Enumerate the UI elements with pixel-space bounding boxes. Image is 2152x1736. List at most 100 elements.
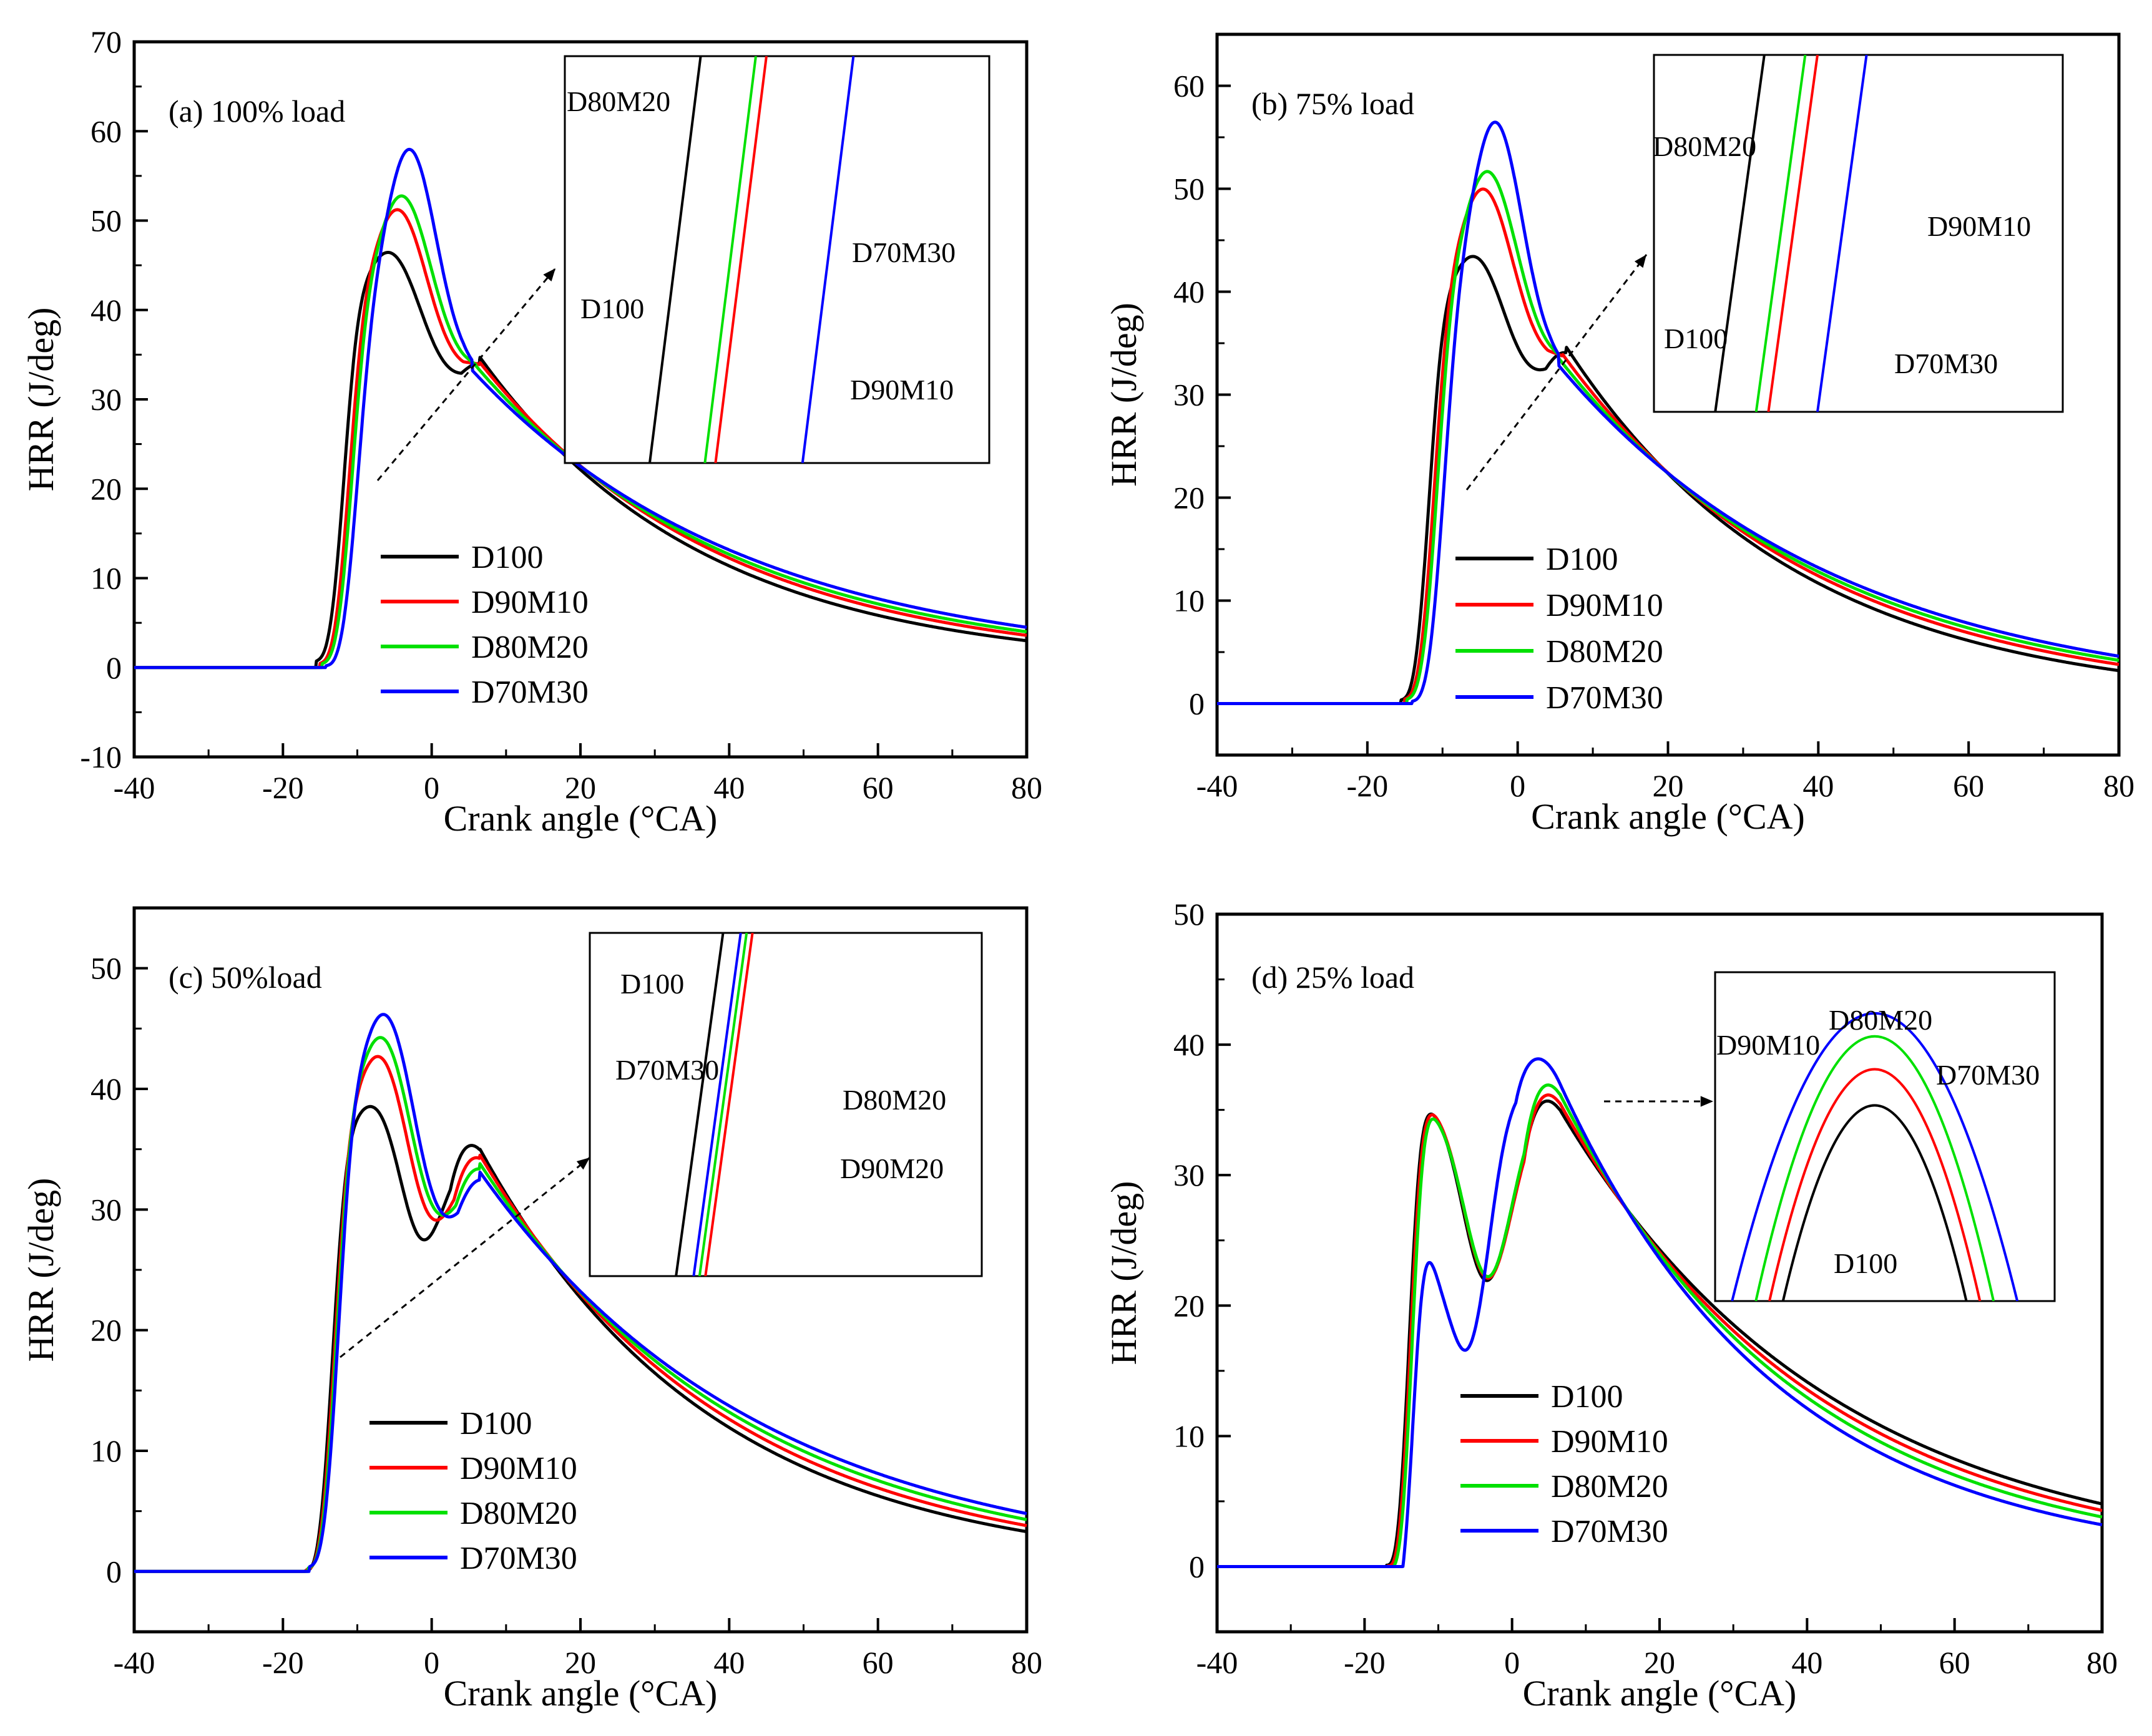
x-tick-label: 0 [1504,1645,1520,1680]
chart-panel-b: -40 -20 0 20 40 60 80 0 10 20 30 40 50 60 Crank angle … [1103,32,2135,837]
inset-frame [1714,971,2056,1302]
y-tick-label: 50 [90,951,122,986]
inset-label: D70M30 [852,237,956,268]
x-tick-label: 80 [2086,1645,2118,1680]
x-tick-label: 40 [1791,1645,1822,1680]
x-tick-label: 40 [1802,768,1834,803]
x-tick-label: -40 [1196,1645,1238,1680]
x-tick-label: 20 [565,770,596,805]
legend-label-D90M10: D90M10 [471,585,589,620]
x-tick-label: 0 [424,770,439,805]
y-tick-label: 10 [90,1433,122,1468]
inset-line-D80M20 [1754,55,1807,412]
legend-label-D90M10: D90M10 [1546,588,1663,623]
zoom-arrow-head [1700,1096,1713,1107]
y-tick-label: 0 [106,1554,122,1589]
inset-label: D70M30 [615,1054,719,1086]
y-tick-label: 10 [1173,583,1205,618]
chart-panel-c: -40 -20 0 20 40 60 80 0 10 20 30 40 50 Crank angle (°… [21,906,1042,1714]
x-tick-label: -40 [1196,768,1238,803]
inset-label: D80M20 [1653,130,1756,162]
legend-label-D70M30: D70M30 [1546,680,1663,716]
inset-line-D90M10 [704,933,754,1276]
series-line-D70M30 [1216,1057,2103,1568]
inset-curve-D70M30 [1731,1012,2019,1301]
panel-title: (b) 75% load [1251,86,1414,121]
inset-line-D70M30 [801,56,855,463]
y-tick-label: 0 [1189,686,1205,721]
inset-line-D80M20 [703,56,757,463]
y-tick-label: 30 [1173,1158,1205,1192]
x-tick-label: -20 [1347,768,1389,803]
zoom-arrow [1465,254,1648,490]
inset-label: D100 [1664,323,1728,354]
x-tick-label: -20 [1344,1645,1386,1680]
legend-label-D100: D100 [1551,1379,1623,1415]
y-tick-label: 30 [90,382,122,417]
zoom-arrow-head [576,1158,590,1170]
legend-label-D90M10: D90M10 [460,1451,577,1486]
x-tick-label: 60 [1953,768,1984,803]
inset-label: D90M10 [1716,1029,1820,1061]
y-tick-label: 20 [1173,480,1205,515]
series-line-D70M30 [1216,120,2120,705]
inset-label: D100 [620,968,684,1000]
panel-title: (d) 25% load [1251,960,1414,995]
y-tick-label: 10 [90,561,122,596]
y-tick-label: -10 [80,739,122,774]
inset-label: D90M20 [840,1153,944,1184]
x-tick-label: 80 [1011,770,1042,805]
x-axis-title: Crank angle (°CA) [1531,796,1805,837]
legend-label-D70M30: D70M30 [460,1541,577,1576]
x-axis-title: Crank angle (°CA) [1523,1673,1797,1714]
x-tick-label: 60 [863,1645,894,1680]
y-tick-label: 60 [1173,69,1205,104]
legend-label-D80M20: D80M20 [1546,634,1663,670]
y-tick-label: 30 [1173,378,1205,412]
legend-label-D70M30: D70M30 [1551,1514,1668,1549]
inset-label: D80M20 [843,1084,946,1116]
x-tick-label: 80 [2103,768,2135,803]
y-tick-label: 20 [90,471,122,506]
x-tick-label: 0 [424,1645,439,1680]
x-axis-title: Crank angle (°CA) [444,798,718,839]
x-tick-label: 60 [1939,1645,1970,1680]
zoom-arrow-head [1634,255,1646,268]
chart-panel-d: -40 -20 0 20 40 60 80 0 10 20 30 40 50 Crank angle (°… [1103,897,2118,1714]
x-tick-label: -40 [114,1645,155,1680]
inset-label: D100 [1834,1247,1897,1279]
inset-line-D70M30 [1816,55,1868,412]
y-tick-label: 60 [90,114,122,149]
inset-curve-D80M20 [1754,1035,1995,1301]
y-tick-label: 70 [90,24,122,59]
inset-frame [589,932,983,1277]
y-tick-label: 40 [1173,1027,1205,1062]
y-tick-label: 10 [1173,1418,1205,1453]
legend-label-D80M20: D80M20 [471,630,589,665]
legend-label-D70M30: D70M30 [471,675,589,710]
inset-curve-D100 [1781,1104,1968,1301]
chart-panel-a: -40 -20 0 20 40 60 80 -10 0 10 20 30 40 50 60 70 Crank a… [21,24,1042,839]
y-tick-label: 40 [90,1071,122,1106]
y-tick-label: 0 [106,650,122,685]
x-tick-label: 20 [1653,768,1684,803]
inset-label: D70M30 [1894,348,1998,379]
x-tick-label: 40 [713,770,745,805]
inset-label: D90M10 [850,374,954,406]
inset-line-D90M10 [1767,55,1819,412]
inset-line-D100 [648,56,702,463]
x-axis-title: Crank angle (°CA) [444,1673,718,1714]
y-axis-title: HRR (J/deg) [21,1178,61,1362]
zoom-arrow [340,1156,590,1358]
inset-line-D70M30 [692,933,742,1276]
legend-label-D100: D100 [1546,542,1618,577]
panel-title: (a) 100% load [169,94,345,129]
inset-line-D80M20 [698,933,748,1276]
zoom-arrow-head [543,268,555,282]
legend-label-D80M20: D80M20 [1551,1469,1668,1504]
y-axis-title: HRR (J/deg) [21,308,61,492]
inset-line-D100 [1714,55,1766,412]
inset-label: D80M20 [567,85,670,117]
y-axis-title: HRR (J/deg) [1103,303,1144,487]
y-tick-label: 50 [90,203,122,238]
